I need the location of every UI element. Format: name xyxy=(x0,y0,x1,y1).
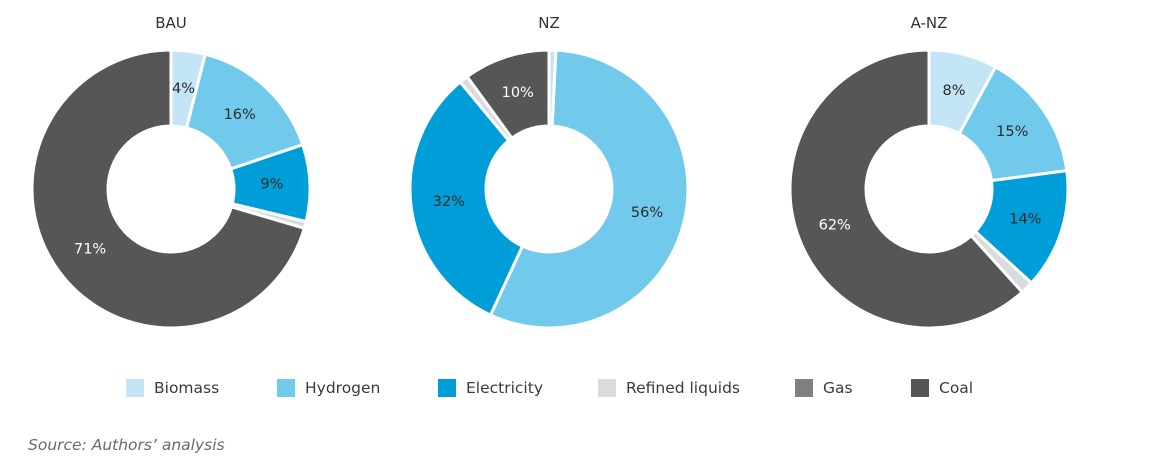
legend-label: Refined liquids xyxy=(626,379,740,397)
data-label-nz-electricity: 32% xyxy=(433,194,465,210)
legend-swatch xyxy=(795,379,813,397)
data-label-bau-hydrogen: 16% xyxy=(224,107,256,123)
slice-a-nz-hydrogen xyxy=(957,65,1069,183)
slice-bau-hydrogen xyxy=(185,52,305,171)
data-label-a-nz-hydrogen: 15% xyxy=(996,124,1028,140)
legend-swatch xyxy=(598,379,616,397)
chart-title-bau: BAU xyxy=(155,14,187,32)
data-label-bau-coal: 71% xyxy=(74,241,106,257)
legend-label: Biomass xyxy=(154,379,220,397)
donut-charts: BAU 4% 16% 9% 71% NZ 56% 32% 10% A-NZ 8% 15% 14% 62% xyxy=(30,14,1070,330)
data-label-a-nz-biomass: 8% xyxy=(942,83,965,99)
legend-label: Gas xyxy=(823,379,853,397)
source-note: Source: Authors’ analysis xyxy=(28,436,225,454)
data-label-a-nz-coal: 62% xyxy=(819,217,851,233)
legend-swatch xyxy=(126,379,144,397)
chart-title-nz: NZ xyxy=(538,14,560,32)
slice-nz-hydrogen xyxy=(488,48,690,330)
legend-item-refined-liquids: Refined liquids xyxy=(598,374,740,402)
data-label-nz-coal: 10% xyxy=(502,85,534,101)
legend-label: Electricity xyxy=(466,379,543,397)
slice-nz-coal xyxy=(465,48,551,140)
data-label-bau-electricity: 9% xyxy=(260,177,283,193)
legend-label: Coal xyxy=(939,379,974,397)
legend-item-electricity: Electricity xyxy=(438,374,543,402)
slice-bau-coal xyxy=(30,48,306,330)
data-label-nz-hydrogen: 56% xyxy=(631,205,663,221)
legend-item-biomass: Biomass xyxy=(126,374,219,402)
data-label-a-nz-electricity: 14% xyxy=(1009,211,1041,227)
legend-item-gas: Gas xyxy=(795,374,853,402)
legend-swatch xyxy=(277,379,295,397)
legend: Biomass Hydrogen Electricity Refined liq… xyxy=(0,374,1149,402)
slice-nz-electricity xyxy=(408,80,524,317)
legend-swatch xyxy=(438,379,456,397)
data-label-bau-biomass: 4% xyxy=(172,81,195,97)
slice-a-nz-coal xyxy=(788,48,1024,330)
legend-label: Hydrogen xyxy=(305,379,381,397)
chart-title-a-nz: A-NZ xyxy=(911,14,948,32)
legend-item-hydrogen: Hydrogen xyxy=(277,374,380,402)
legend-swatch xyxy=(911,379,929,397)
legend-item-coal: Coal xyxy=(911,374,973,402)
